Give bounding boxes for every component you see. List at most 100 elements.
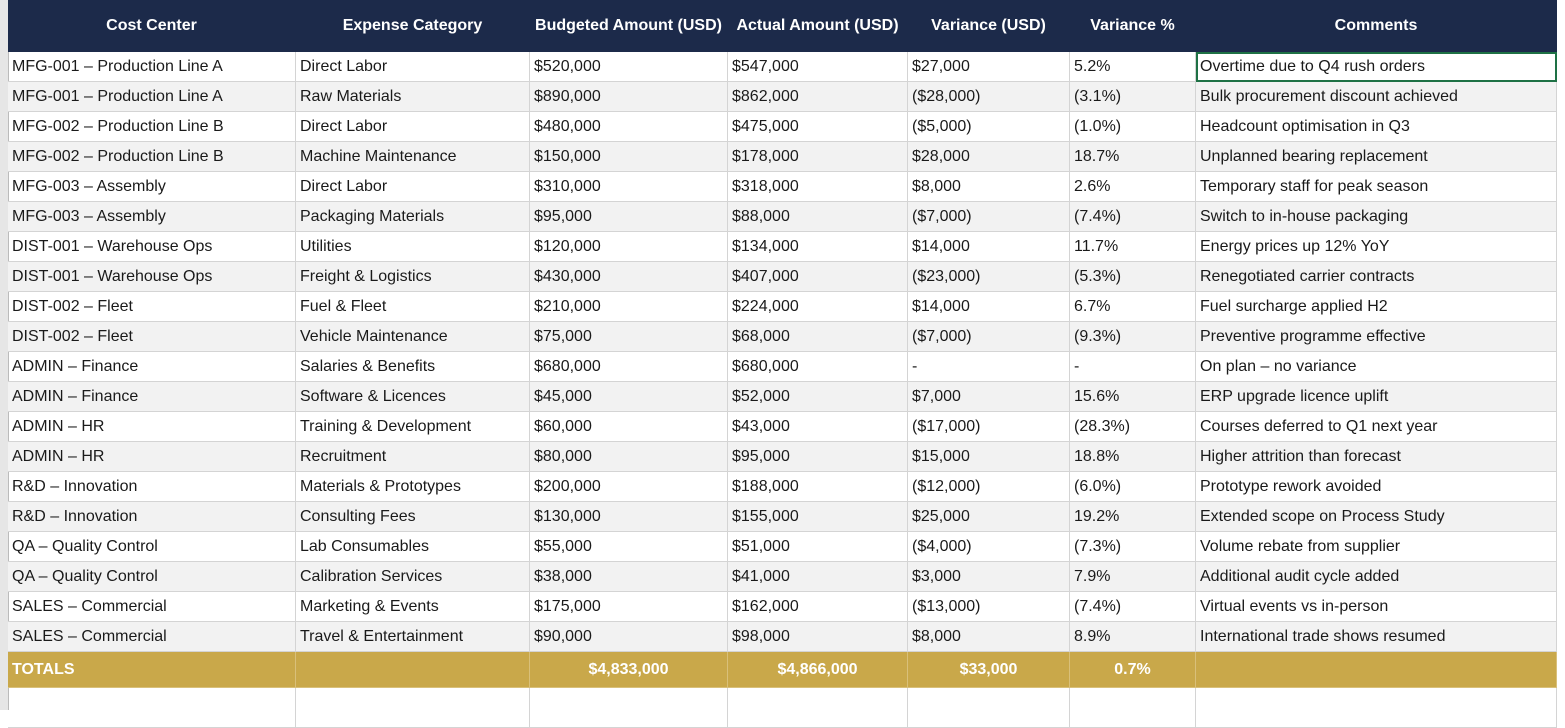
table-cell[interactable]: R&D – Innovation [8, 502, 296, 532]
table-cell[interactable]: $45,000 [530, 382, 728, 412]
table-cell[interactable]: R&D – Innovation [8, 472, 296, 502]
table-cell[interactable]: Temporary staff for peak season [1196, 172, 1557, 202]
table-cell[interactable]: SALES – Commercial [8, 622, 296, 652]
table-cell[interactable]: $318,000 [728, 172, 908, 202]
table-cell[interactable]: Higher attrition than forecast [1196, 442, 1557, 472]
table-cell[interactable]: QA – Quality Control [8, 532, 296, 562]
table-cell[interactable]: $51,000 [728, 532, 908, 562]
table-cell[interactable]: $430,000 [530, 262, 728, 292]
table-cell[interactable]: $38,000 [530, 562, 728, 592]
table-cell[interactable]: $75,000 [530, 322, 728, 352]
table-cell[interactable]: Training & Development [296, 412, 530, 442]
table-cell[interactable]: MFG-002 – Production Line B [8, 142, 296, 172]
table-cell[interactable]: $520,000 [530, 52, 728, 82]
table-cell[interactable]: $14,000 [908, 292, 1070, 322]
table-cell[interactable]: $88,000 [728, 202, 908, 232]
table-cell[interactable]: QA – Quality Control [8, 562, 296, 592]
table-cell[interactable]: MFG-001 – Production Line A [8, 52, 296, 82]
table-cell[interactable]: $480,000 [530, 112, 728, 142]
table-cell[interactable]: Materials & Prototypes [296, 472, 530, 502]
table-cell[interactable]: Direct Labor [296, 52, 530, 82]
table-cell[interactable]: On plan – no variance [1196, 352, 1557, 382]
table-cell[interactable]: Lab Consumables [296, 532, 530, 562]
table-cell[interactable]: Prototype rework avoided [1196, 472, 1557, 502]
table-cell[interactable]: ADMIN – HR [8, 442, 296, 472]
table-cell[interactable]: (5.3%) [1070, 262, 1196, 292]
table-cell[interactable]: $890,000 [530, 82, 728, 112]
table-cell[interactable]: $547,000 [728, 52, 908, 82]
table-cell[interactable]: $862,000 [728, 82, 908, 112]
table-cell[interactable]: $27,000 [908, 52, 1070, 82]
table-cell[interactable]: $3,000 [908, 562, 1070, 592]
table-cell[interactable]: $60,000 [530, 412, 728, 442]
table-cell[interactable]: MFG-002 – Production Line B [8, 112, 296, 142]
table-cell[interactable]: (7.3%) [1070, 532, 1196, 562]
table-cell[interactable]: $52,000 [728, 382, 908, 412]
table-cell[interactable]: $680,000 [530, 352, 728, 382]
table-cell[interactable]: $407,000 [728, 262, 908, 292]
table-cell[interactable]: 18.8% [1070, 442, 1196, 472]
table-cell[interactable]: (28.3%) [1070, 412, 1196, 442]
table-cell[interactable]: ($12,000) [908, 472, 1070, 502]
table-cell[interactable]: ADMIN – HR [8, 412, 296, 442]
table-cell[interactable]: - [908, 352, 1070, 382]
table-cell[interactable]: Software & Licences [296, 382, 530, 412]
table-cell[interactable]: Bulk procurement discount achieved [1196, 82, 1557, 112]
table-cell[interactable]: Headcount optimisation in Q3 [1196, 112, 1557, 142]
table-cell[interactable]: (7.4%) [1070, 202, 1196, 232]
table-cell[interactable]: Direct Labor [296, 172, 530, 202]
table-cell[interactable]: 2.6% [1070, 172, 1196, 202]
table-cell[interactable]: $7,000 [908, 382, 1070, 412]
table-cell[interactable]: $95,000 [728, 442, 908, 472]
table-cell[interactable]: 18.7% [1070, 142, 1196, 172]
table-cell[interactable]: Unplanned bearing replacement [1196, 142, 1557, 172]
table-cell[interactable]: MFG-003 – Assembly [8, 172, 296, 202]
table-cell[interactable]: Volume rebate from supplier [1196, 532, 1557, 562]
table-cell[interactable]: Switch to in-house packaging [1196, 202, 1557, 232]
table-cell[interactable]: Energy prices up 12% YoY [1196, 232, 1557, 262]
table-cell[interactable]: Raw Materials [296, 82, 530, 112]
table-cell[interactable]: $310,000 [530, 172, 728, 202]
table-cell[interactable]: $134,000 [728, 232, 908, 262]
table-cell[interactable]: (6.0%) [1070, 472, 1196, 502]
table-cell[interactable]: $475,000 [728, 112, 908, 142]
table-cell[interactable]: ($7,000) [908, 322, 1070, 352]
table-cell[interactable]: Calibration Services [296, 562, 530, 592]
table-cell[interactable]: $224,000 [728, 292, 908, 322]
table-cell[interactable]: $200,000 [530, 472, 728, 502]
table-cell[interactable]: Freight & Logistics [296, 262, 530, 292]
table-cell[interactable]: Recruitment [296, 442, 530, 472]
table-cell[interactable]: $95,000 [530, 202, 728, 232]
table-cell[interactable]: 6.7% [1070, 292, 1196, 322]
table-cell[interactable]: Overtime due to Q4 rush orders [1196, 52, 1557, 82]
table-cell[interactable]: Fuel & Fleet [296, 292, 530, 322]
table-cell[interactable]: $68,000 [728, 322, 908, 352]
table-cell[interactable]: $90,000 [530, 622, 728, 652]
table-cell[interactable]: (7.4%) [1070, 592, 1196, 622]
table-cell[interactable]: ($4,000) [908, 532, 1070, 562]
table-cell[interactable]: Vehicle Maintenance [296, 322, 530, 352]
table-cell[interactable]: DIST-001 – Warehouse Ops [8, 262, 296, 292]
table-cell[interactable]: Consulting Fees [296, 502, 530, 532]
table-cell[interactable]: $188,000 [728, 472, 908, 502]
table-cell[interactable]: 7.9% [1070, 562, 1196, 592]
table-cell[interactable]: $41,000 [728, 562, 908, 592]
table-cell[interactable]: $155,000 [728, 502, 908, 532]
table-cell[interactable]: $680,000 [728, 352, 908, 382]
table-cell[interactable]: $150,000 [530, 142, 728, 172]
table-cell[interactable]: ($28,000) [908, 82, 1070, 112]
table-cell[interactable]: ($5,000) [908, 112, 1070, 142]
table-cell[interactable]: SALES – Commercial [8, 592, 296, 622]
table-cell[interactable]: $162,000 [728, 592, 908, 622]
table-cell[interactable]: $175,000 [530, 592, 728, 622]
table-cell[interactable]: $80,000 [530, 442, 728, 472]
table-cell[interactable]: Utilities [296, 232, 530, 262]
table-cell[interactable]: Courses deferred to Q1 next year [1196, 412, 1557, 442]
table-cell[interactable]: $25,000 [908, 502, 1070, 532]
table-cell[interactable]: MFG-001 – Production Line A [8, 82, 296, 112]
table-cell[interactable]: $120,000 [530, 232, 728, 262]
table-cell[interactable]: Travel & Entertainment [296, 622, 530, 652]
table-cell[interactable]: Direct Labor [296, 112, 530, 142]
table-cell[interactable]: $14,000 [908, 232, 1070, 262]
table-cell[interactable]: ADMIN – Finance [8, 382, 296, 412]
